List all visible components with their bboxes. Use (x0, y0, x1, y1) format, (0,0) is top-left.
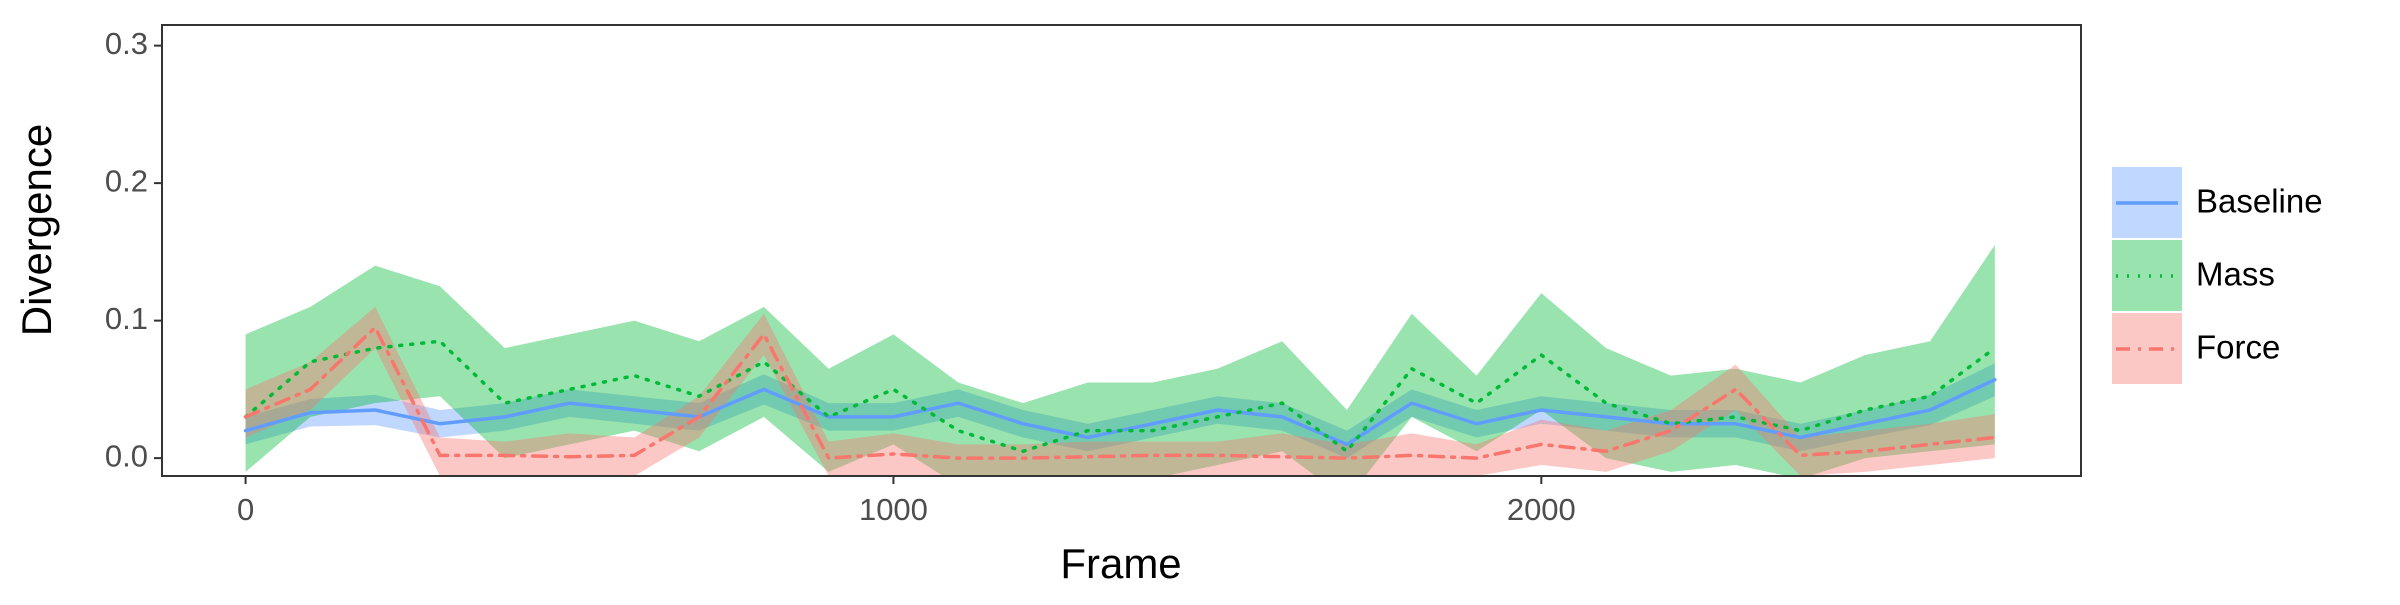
plot-border (161, 24, 2082, 477)
confidence-band (245, 245, 1995, 476)
confidence-band (245, 306, 1995, 476)
mean-line (243, 339, 1997, 454)
y-axis-title: Divergence (13, 124, 60, 336)
plot-area (243, 245, 1997, 476)
y-tick-label: 0.3 (105, 26, 148, 61)
x-axis-title: Frame (1060, 540, 1181, 587)
legend-key (2112, 240, 2182, 311)
legend-label: Mass (2196, 256, 2275, 293)
legend-label: Baseline (2196, 183, 2323, 220)
confidence-band (245, 363, 1995, 459)
x-tick-label: 1000 (859, 492, 928, 527)
x-tick-label: 2000 (1507, 492, 1576, 527)
mean-line (243, 324, 1997, 460)
y-tick-label: 0.0 (105, 438, 148, 473)
y-tick-label: 0.2 (105, 163, 148, 198)
legend-label: Force (2196, 329, 2280, 366)
y-tick-label: 0.1 (105, 301, 148, 336)
x-tick-label: 0 (237, 492, 254, 527)
